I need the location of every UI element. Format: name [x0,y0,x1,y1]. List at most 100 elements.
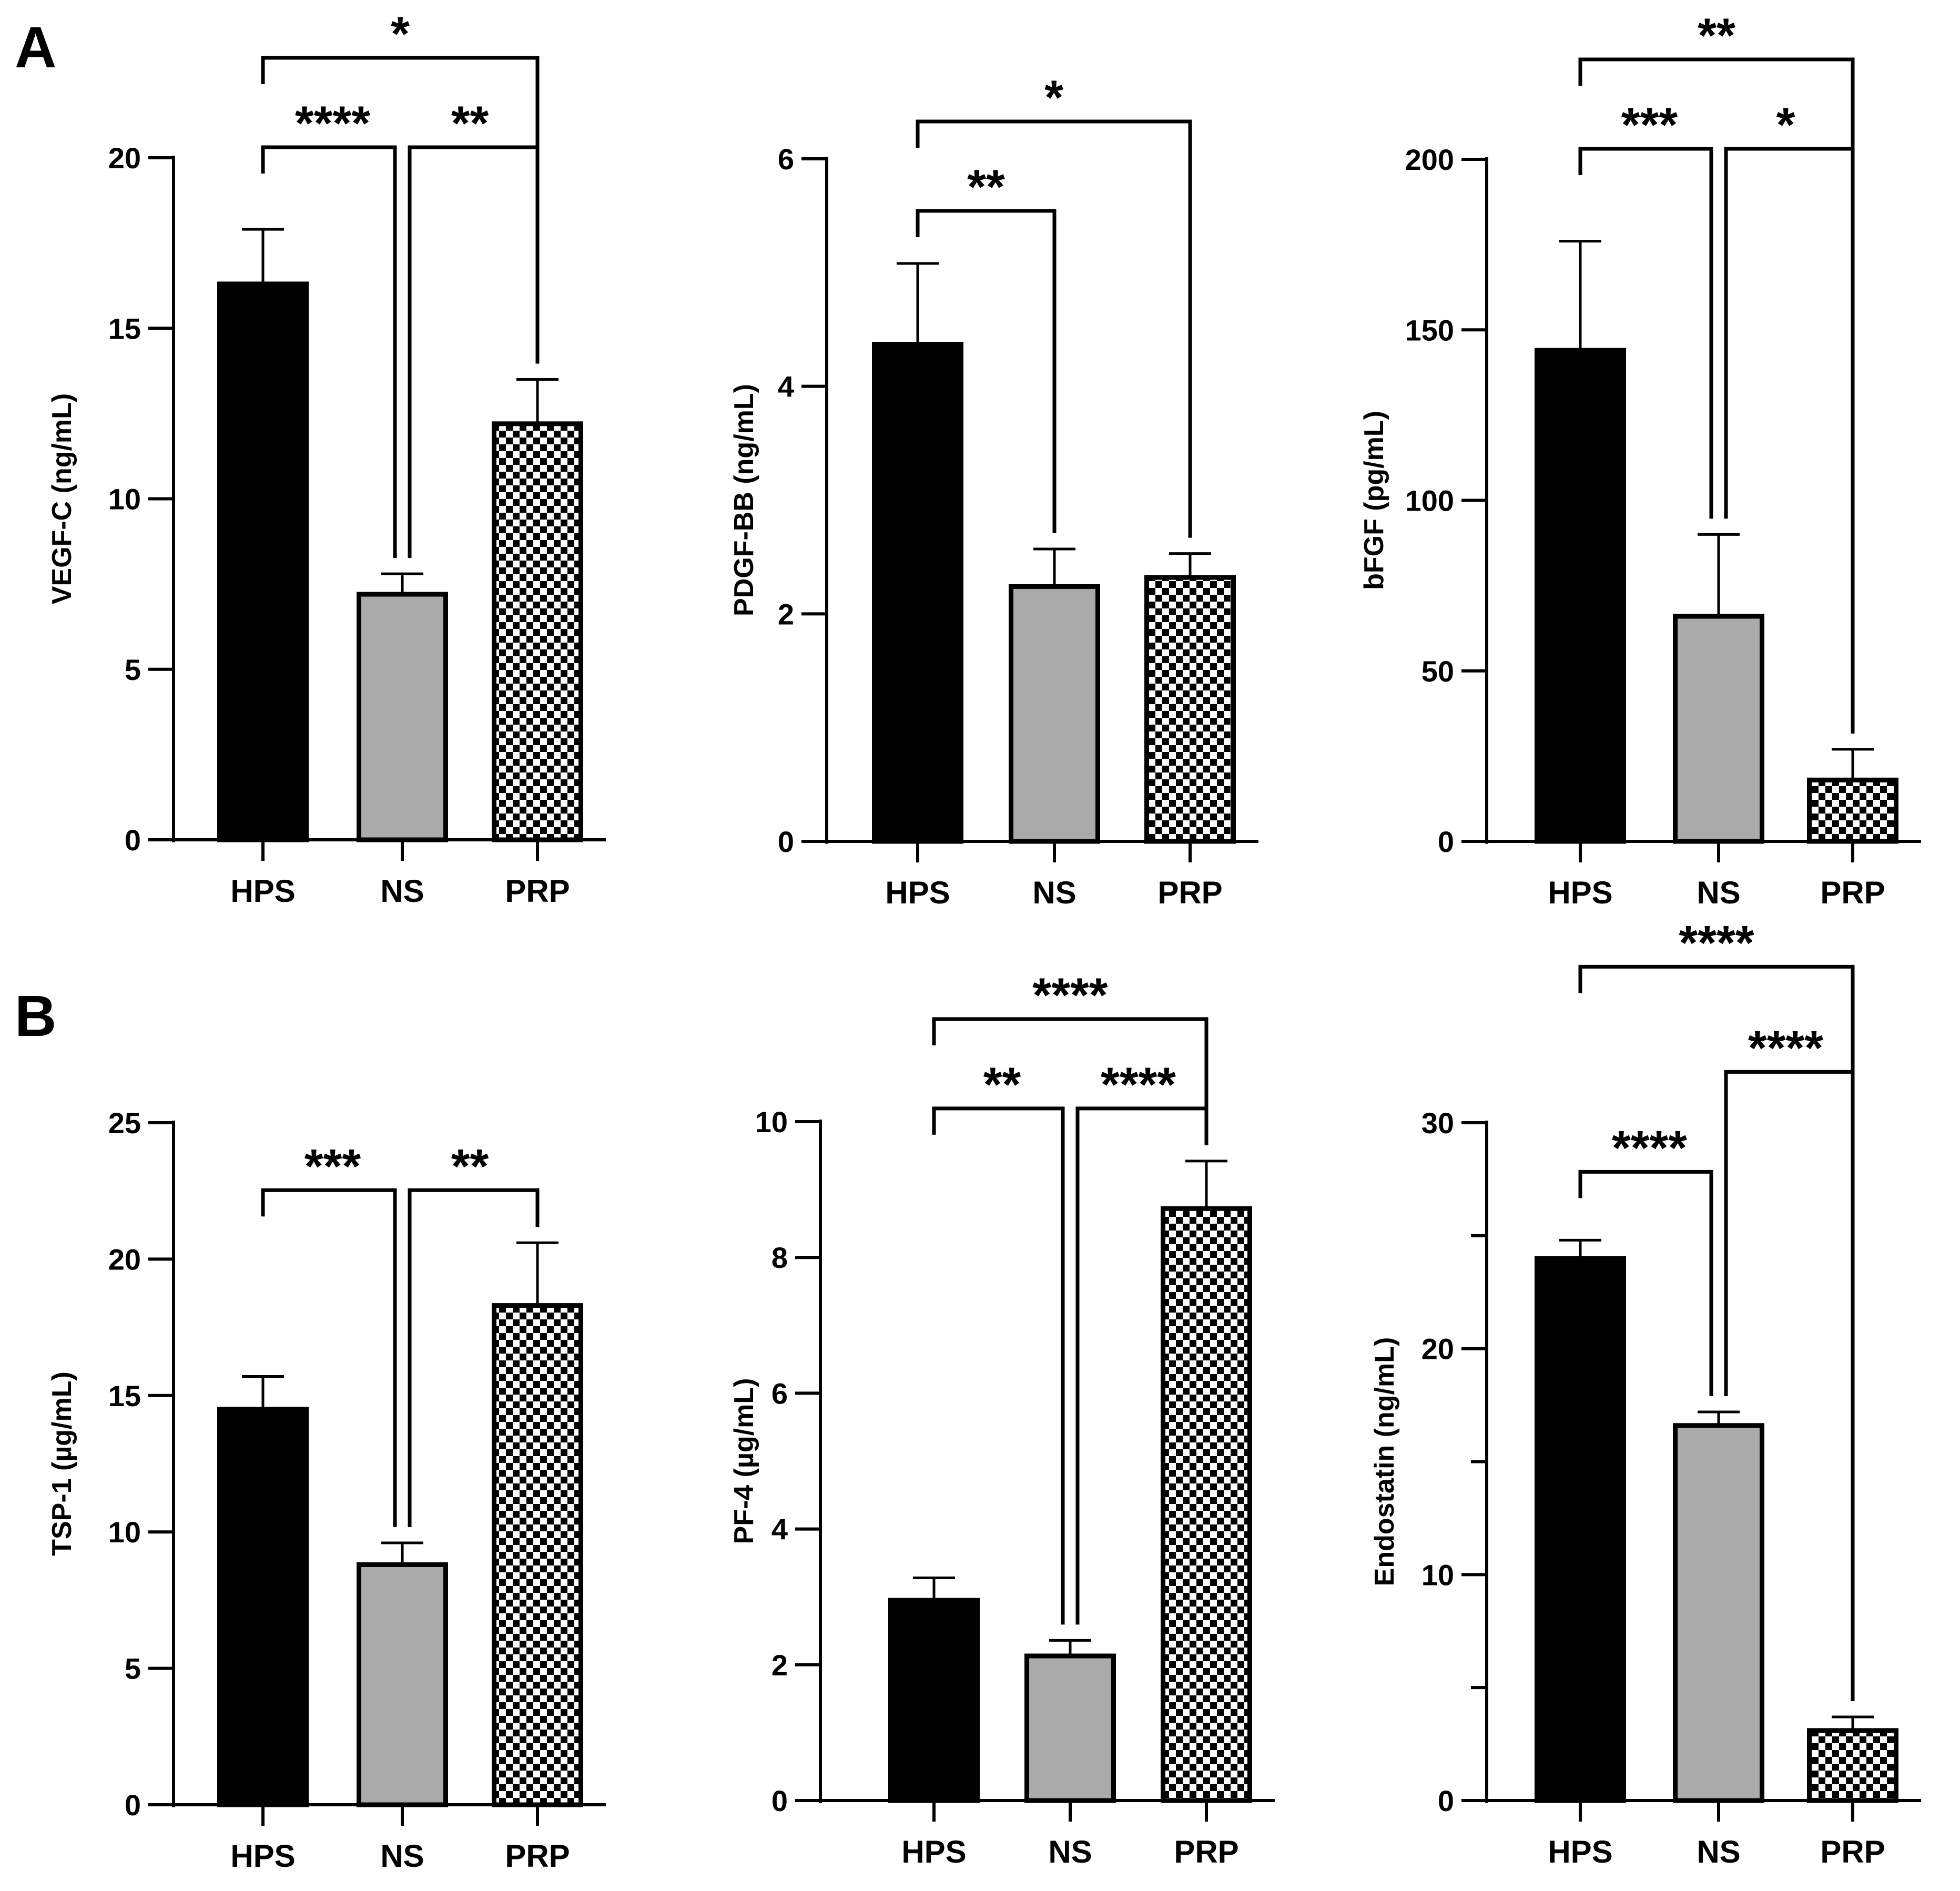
significance-label: * [1044,71,1063,125]
y-tick-label: 6 [771,1377,788,1410]
y-tick-label: 10 [108,483,141,516]
x-tick-label: HPS [885,875,950,910]
bar-ns [357,1562,448,1807]
bar-hps [872,342,963,844]
significance-bracket [261,56,540,364]
x-tick-label: HPS [230,873,295,909]
significance-bracket [916,209,1057,534]
x-tick-label: PRP [505,873,570,909]
bar-prp [492,1303,583,1807]
y-tick-label: 4 [771,1513,788,1546]
significance-label: ** [451,1140,489,1193]
significance-label: ** [967,160,1005,214]
significance-label: ** [451,97,489,150]
bar-hps [217,281,309,842]
y-tick-label: 20 [108,141,141,175]
y-axis-title: TSP-1 (µg/mL) [47,1371,77,1556]
significance-label: **** [1101,1058,1176,1112]
y-tick-label: 30 [1421,1106,1454,1140]
panel-label-b: B [15,984,56,1049]
significance-bracket [261,145,397,558]
significance-label: * [391,7,410,61]
significance-label: *** [1621,98,1678,152]
y-axis-title: bFGF (pg/mL) [1359,411,1389,590]
y-tick-label: 150 [1405,313,1454,347]
y-tick-label: 20 [108,1243,141,1276]
significance-bracket [1578,147,1713,519]
bar-prp [1807,1728,1898,1803]
x-tick-label: HPS [230,1838,295,1874]
y-tick-label: 10 [1421,1558,1454,1591]
significance-label: ** [1698,9,1735,63]
x-tick-label: HPS [901,1834,966,1869]
x-tick-label: PRP [505,1838,570,1874]
x-tick-label: PRP [1820,1834,1885,1869]
y-tick-label: 8 [771,1241,788,1274]
x-tick-label: NS [1032,875,1076,910]
x-tick-label: NS [1697,875,1740,910]
y-tick-label: 25 [108,1106,141,1140]
y-tick-label: 200 [1405,143,1454,176]
y-tick-label: 0 [771,1784,788,1817]
bar-ns [1673,614,1764,844]
bar-prp [1161,1206,1252,1803]
x-tick-label: NS [1048,1834,1092,1869]
significance-label: ** [983,1058,1021,1112]
x-tick-label: HPS [1548,1834,1612,1869]
y-tick-label: 4 [778,370,794,403]
x-tick-label: PRP [1157,875,1222,910]
bar-prp [492,421,583,842]
bar-ns [1009,584,1100,844]
significance-bracket [1578,57,1855,734]
significance-bracket [1578,1170,1713,1396]
y-tick-label: 2 [778,597,794,631]
bar-hps [1535,348,1626,844]
x-tick-label: NS [1697,1834,1740,1869]
y-axis-title: PDGF-BB (ng/mL) [729,384,759,616]
significance-label: *** [304,1140,361,1193]
significance-bracket [932,1017,1209,1145]
y-tick-label: 50 [1421,655,1454,688]
bar-hps [1535,1256,1626,1803]
significance-label: **** [1679,916,1754,970]
panel-label-a: A [15,15,56,80]
y-tick-label: 20 [1421,1333,1454,1366]
bar-prp [1807,777,1898,844]
y-tick-label: 15 [108,1379,141,1412]
x-tick-label: PRP [1174,1834,1238,1869]
y-tick-label: 6 [778,143,794,176]
y-tick-label: 5 [125,653,141,686]
significance-bracket [932,1106,1065,1625]
significance-label: **** [1748,1021,1823,1075]
bar-prp [1144,575,1236,844]
y-tick-label: 2 [771,1649,788,1682]
chart-6: 0 10 20 30 Endostatin (ng/mL) HPS NS PRP **** ***… [1369,916,1921,1869]
bar-ns [357,592,448,842]
y-tick-label: 0 [125,824,141,857]
y-axis-title: PF-4 (µg/mL) [729,1378,759,1544]
y-tick-label: 0 [1438,825,1454,858]
x-tick-label: NS [380,873,424,909]
y-tick-label: 0 [1438,1784,1454,1817]
y-tick-label: 15 [108,312,141,345]
significance-bracket [408,1188,540,1527]
y-axis-title: Endostatin (ng/mL) [1369,1337,1400,1587]
bar-hps [217,1407,309,1807]
significance-label: * [1776,98,1795,152]
x-tick-label: NS [380,1838,424,1874]
x-tick-label: HPS [1548,875,1612,910]
y-tick-label: 10 [108,1516,141,1549]
y-axis-title: VEGF-C (ng/mL) [47,393,77,605]
significance-label: **** [295,97,370,150]
y-tick-label: 5 [125,1652,141,1685]
significance-label: **** [1032,969,1108,1022]
bar-ns [1673,1423,1764,1803]
bar-ns [1024,1653,1116,1803]
